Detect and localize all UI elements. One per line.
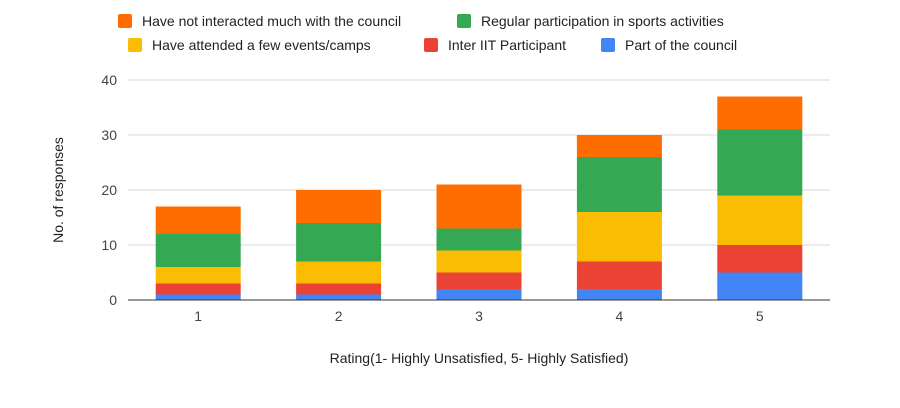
bar-segment	[436, 272, 522, 289]
bar-segment	[296, 283, 382, 295]
bar-segment	[576, 135, 662, 157]
bar-segment	[155, 267, 241, 284]
bar-segment	[717, 96, 803, 130]
bar-segment	[155, 234, 241, 267]
y-tick-label: 30	[101, 127, 117, 143]
bar-segment	[717, 195, 803, 245]
legend-swatch	[128, 38, 142, 52]
bar-segment	[576, 212, 662, 262]
y-axis-title: No. of responses	[50, 137, 66, 243]
bar-segment	[436, 289, 522, 300]
bar-segment	[717, 272, 803, 300]
bar-segment	[436, 228, 522, 251]
bar-segment	[436, 184, 522, 229]
x-axis-title: Rating(1- Highly Unsatisfied, 5- Highly …	[330, 350, 629, 366]
y-tick-label: 20	[101, 182, 117, 198]
legend-label: Part of the council	[625, 37, 737, 53]
bar-segment	[436, 250, 522, 273]
x-tick-label: 3	[475, 308, 483, 324]
bar-segment	[717, 245, 803, 273]
bar-segment	[576, 157, 662, 212]
bar-segment	[296, 294, 382, 300]
y-tick-label: 10	[101, 237, 117, 253]
legend-label: Inter IIT Participant	[448, 37, 566, 53]
x-tick-label: 4	[616, 308, 624, 324]
y-tick-label: 0	[109, 292, 117, 308]
legend: Have not interacted much with the counci…	[118, 13, 737, 53]
x-tick-label: 1	[194, 308, 202, 324]
x-tick-label: 2	[335, 308, 343, 324]
legend-swatch	[424, 38, 438, 52]
legend-swatch	[457, 14, 471, 28]
bar-segment	[576, 289, 662, 300]
bar-segment	[296, 223, 382, 262]
x-tick-label: 5	[756, 308, 764, 324]
x-axis-ticks: 1 2 3 4 5	[194, 308, 764, 324]
bar-segment	[576, 261, 662, 289]
legend-label: Regular participation in sports activiti…	[481, 13, 724, 29]
y-tick-label: 40	[101, 72, 117, 88]
bar-segment	[296, 261, 382, 284]
legend-label: Have not interacted much with the counci…	[142, 13, 401, 29]
bar-segment	[296, 190, 382, 223]
bar-segment	[155, 294, 241, 300]
bar-segment	[155, 283, 241, 295]
bars	[155, 96, 803, 300]
legend-label: Have attended a few events/camps	[152, 37, 371, 53]
legend-swatch	[601, 38, 615, 52]
y-axis-ticks: 0 10 20 30 40	[101, 72, 117, 308]
bar-segment	[155, 206, 241, 234]
legend-swatch	[118, 14, 132, 28]
bar-segment	[717, 129, 803, 196]
